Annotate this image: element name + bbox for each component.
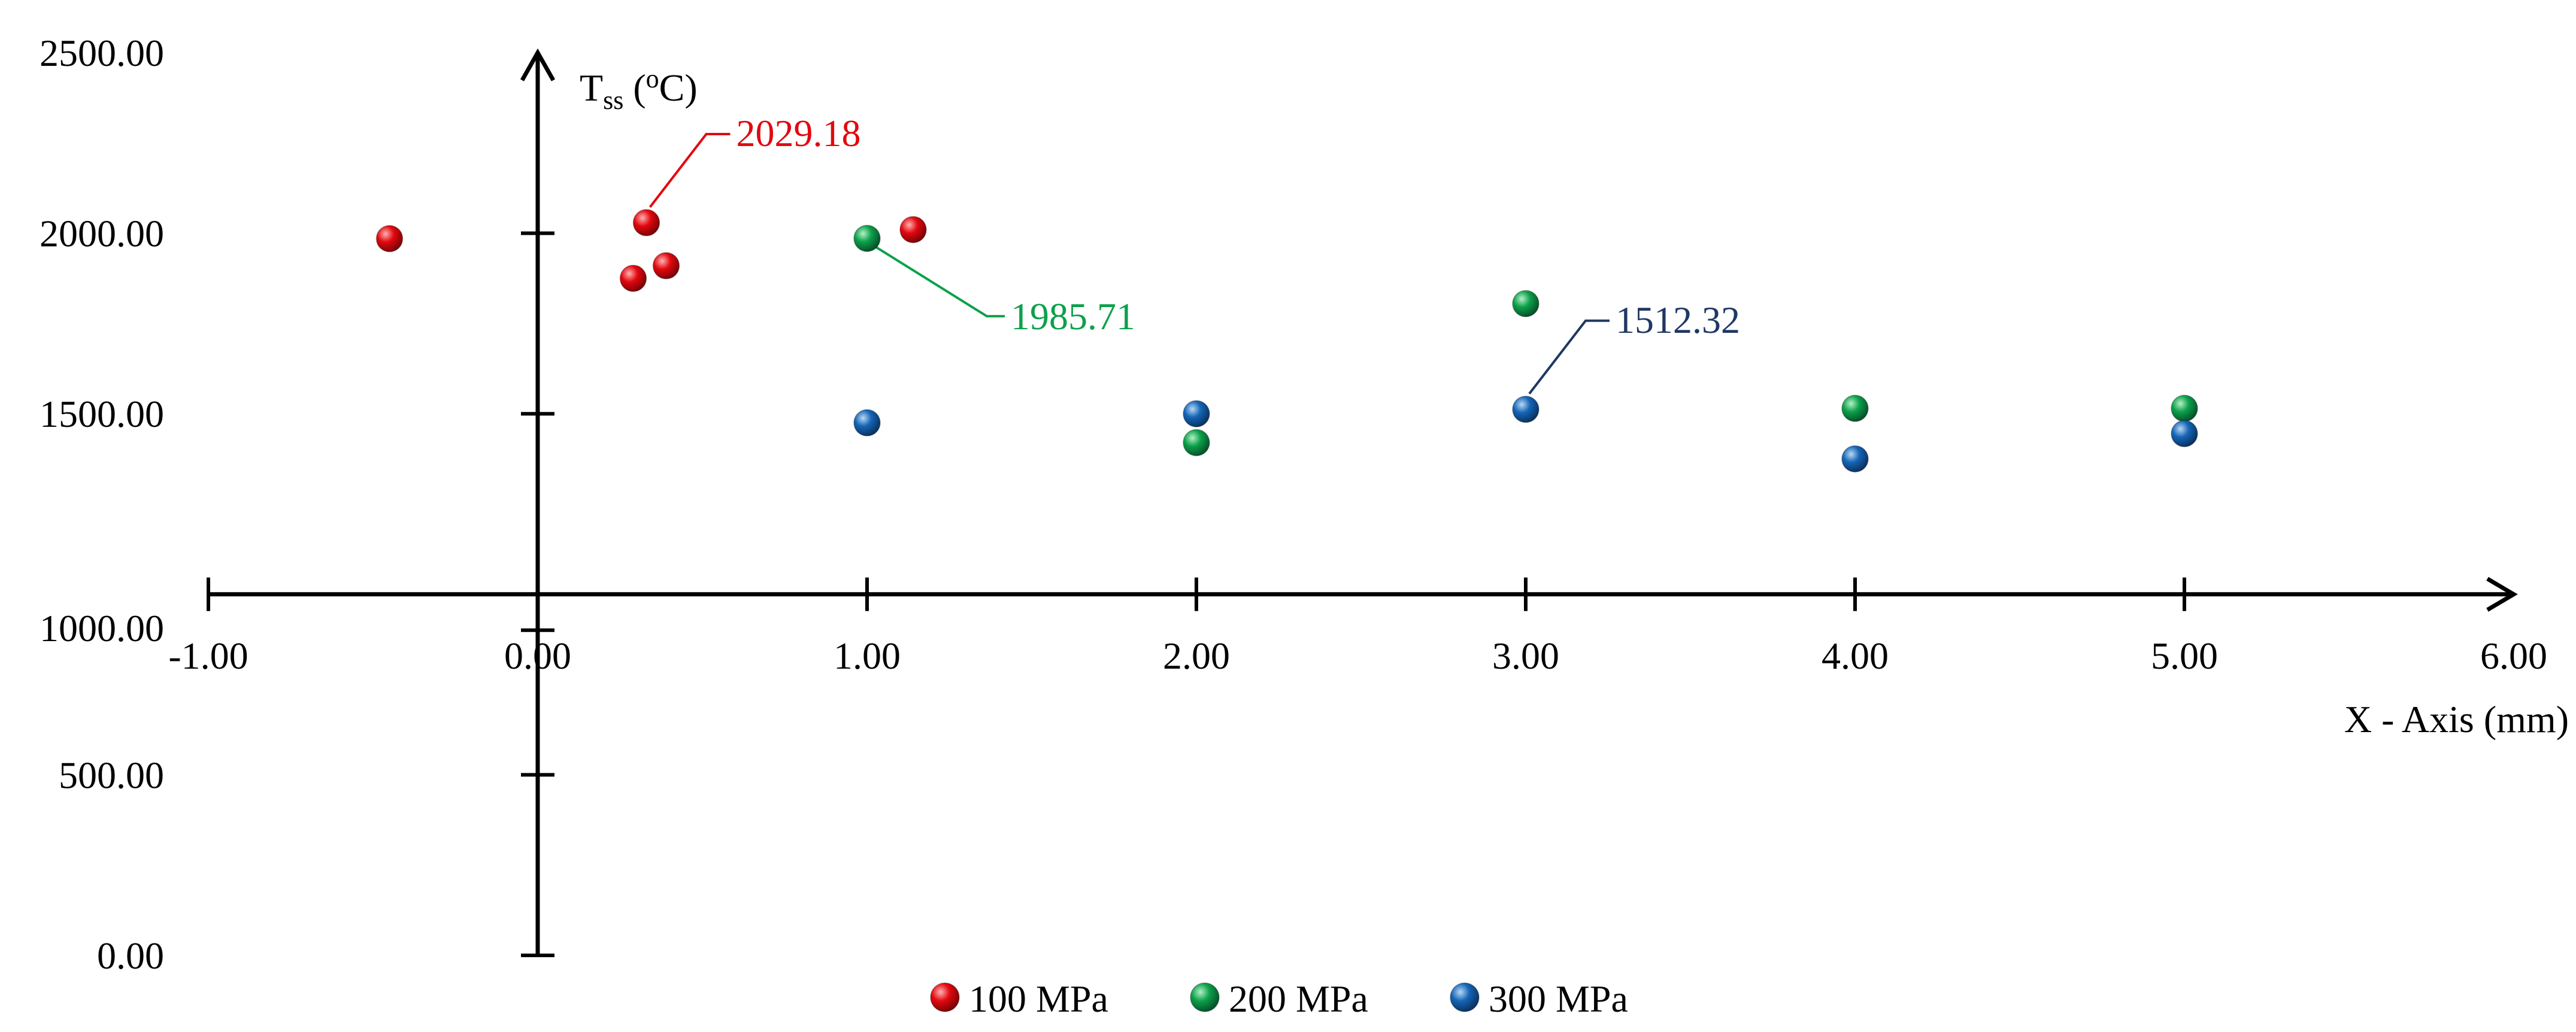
y-axis-title-open: ( <box>623 66 645 109</box>
data-points <box>375 209 2198 473</box>
x-tick-label: 2.00 <box>1163 635 1230 677</box>
annotation-leader <box>874 245 1005 318</box>
data-point <box>899 215 927 244</box>
y-ticks: 0.00 500.00 1000.00 1500.00 2000.00 2500.00 <box>40 32 554 977</box>
y-tick-label: 0.00 <box>97 934 164 977</box>
legend-label: 200 MPa <box>1229 978 1368 1020</box>
legend: 100 MPa 200 MPa 300 MPa <box>930 978 1628 1020</box>
x-tick-label: 0.00 <box>504 635 571 677</box>
data-point <box>1183 429 1210 457</box>
y-axis-title-sub: ss <box>603 86 623 115</box>
legend-label: 100 MPa <box>969 978 1108 1020</box>
data-point <box>375 224 404 253</box>
data-point <box>853 224 881 252</box>
y-axis-title-main: T <box>580 66 603 109</box>
data-point <box>853 409 881 437</box>
annotations: 2029.18 1985.71 1512.32 <box>648 112 1740 394</box>
legend-marker <box>930 982 960 1012</box>
x-axis-title: X - Axis (mm) <box>2344 698 2569 740</box>
data-point <box>2171 394 2198 422</box>
y-tick-label: 1000.00 <box>40 607 164 649</box>
data-point <box>619 265 647 292</box>
legend-marker <box>1190 982 1220 1012</box>
x-tick-label: -1.00 <box>168 635 248 677</box>
axes: -1.00 0.00 1.00 2.00 3.00 4.00 5.00 6.00 0.00 50… <box>40 32 2547 977</box>
y-axis-arrow <box>520 48 556 81</box>
y-tick-label: 1500.00 <box>40 393 164 435</box>
data-point <box>652 252 680 280</box>
x-tick-label: 6.00 <box>2480 635 2547 677</box>
y-axis-title-sup: o <box>646 64 659 93</box>
y-axis-title: Tss (oC) <box>580 64 698 115</box>
annotation-leader <box>1528 319 1610 394</box>
y-tick-label: 2000.00 <box>40 213 164 255</box>
annotation-label: 1512.32 <box>1616 299 1740 341</box>
data-point <box>2171 420 2198 448</box>
data-point <box>632 209 660 236</box>
x-tick-label: 3.00 <box>1492 635 1559 677</box>
legend-marker <box>1450 982 1480 1012</box>
data-point <box>1841 445 1869 473</box>
legend-label: 300 MPa <box>1489 978 1628 1020</box>
x-tick-label: 5.00 <box>2151 635 2218 677</box>
x-tick-label: 1.00 <box>834 635 901 677</box>
x-ticks: -1.00 0.00 1.00 2.00 3.00 4.00 5.00 6.00 <box>168 577 2547 677</box>
data-point <box>1841 394 1869 422</box>
y-tick-label: 2500.00 <box>40 32 164 74</box>
data-point <box>1183 400 1210 427</box>
data-point <box>1512 396 1539 423</box>
annotation-label: 1985.71 <box>1011 295 1135 338</box>
x-tick-label: 4.00 <box>1822 635 1889 677</box>
y-tick-label: 500.00 <box>59 754 164 796</box>
data-point <box>1512 290 1539 317</box>
x-axis-arrow <box>2486 576 2518 612</box>
annotation-label: 2029.18 <box>737 112 861 154</box>
annotation-leader <box>648 132 731 208</box>
y-axis-title-close: C) <box>659 66 698 109</box>
